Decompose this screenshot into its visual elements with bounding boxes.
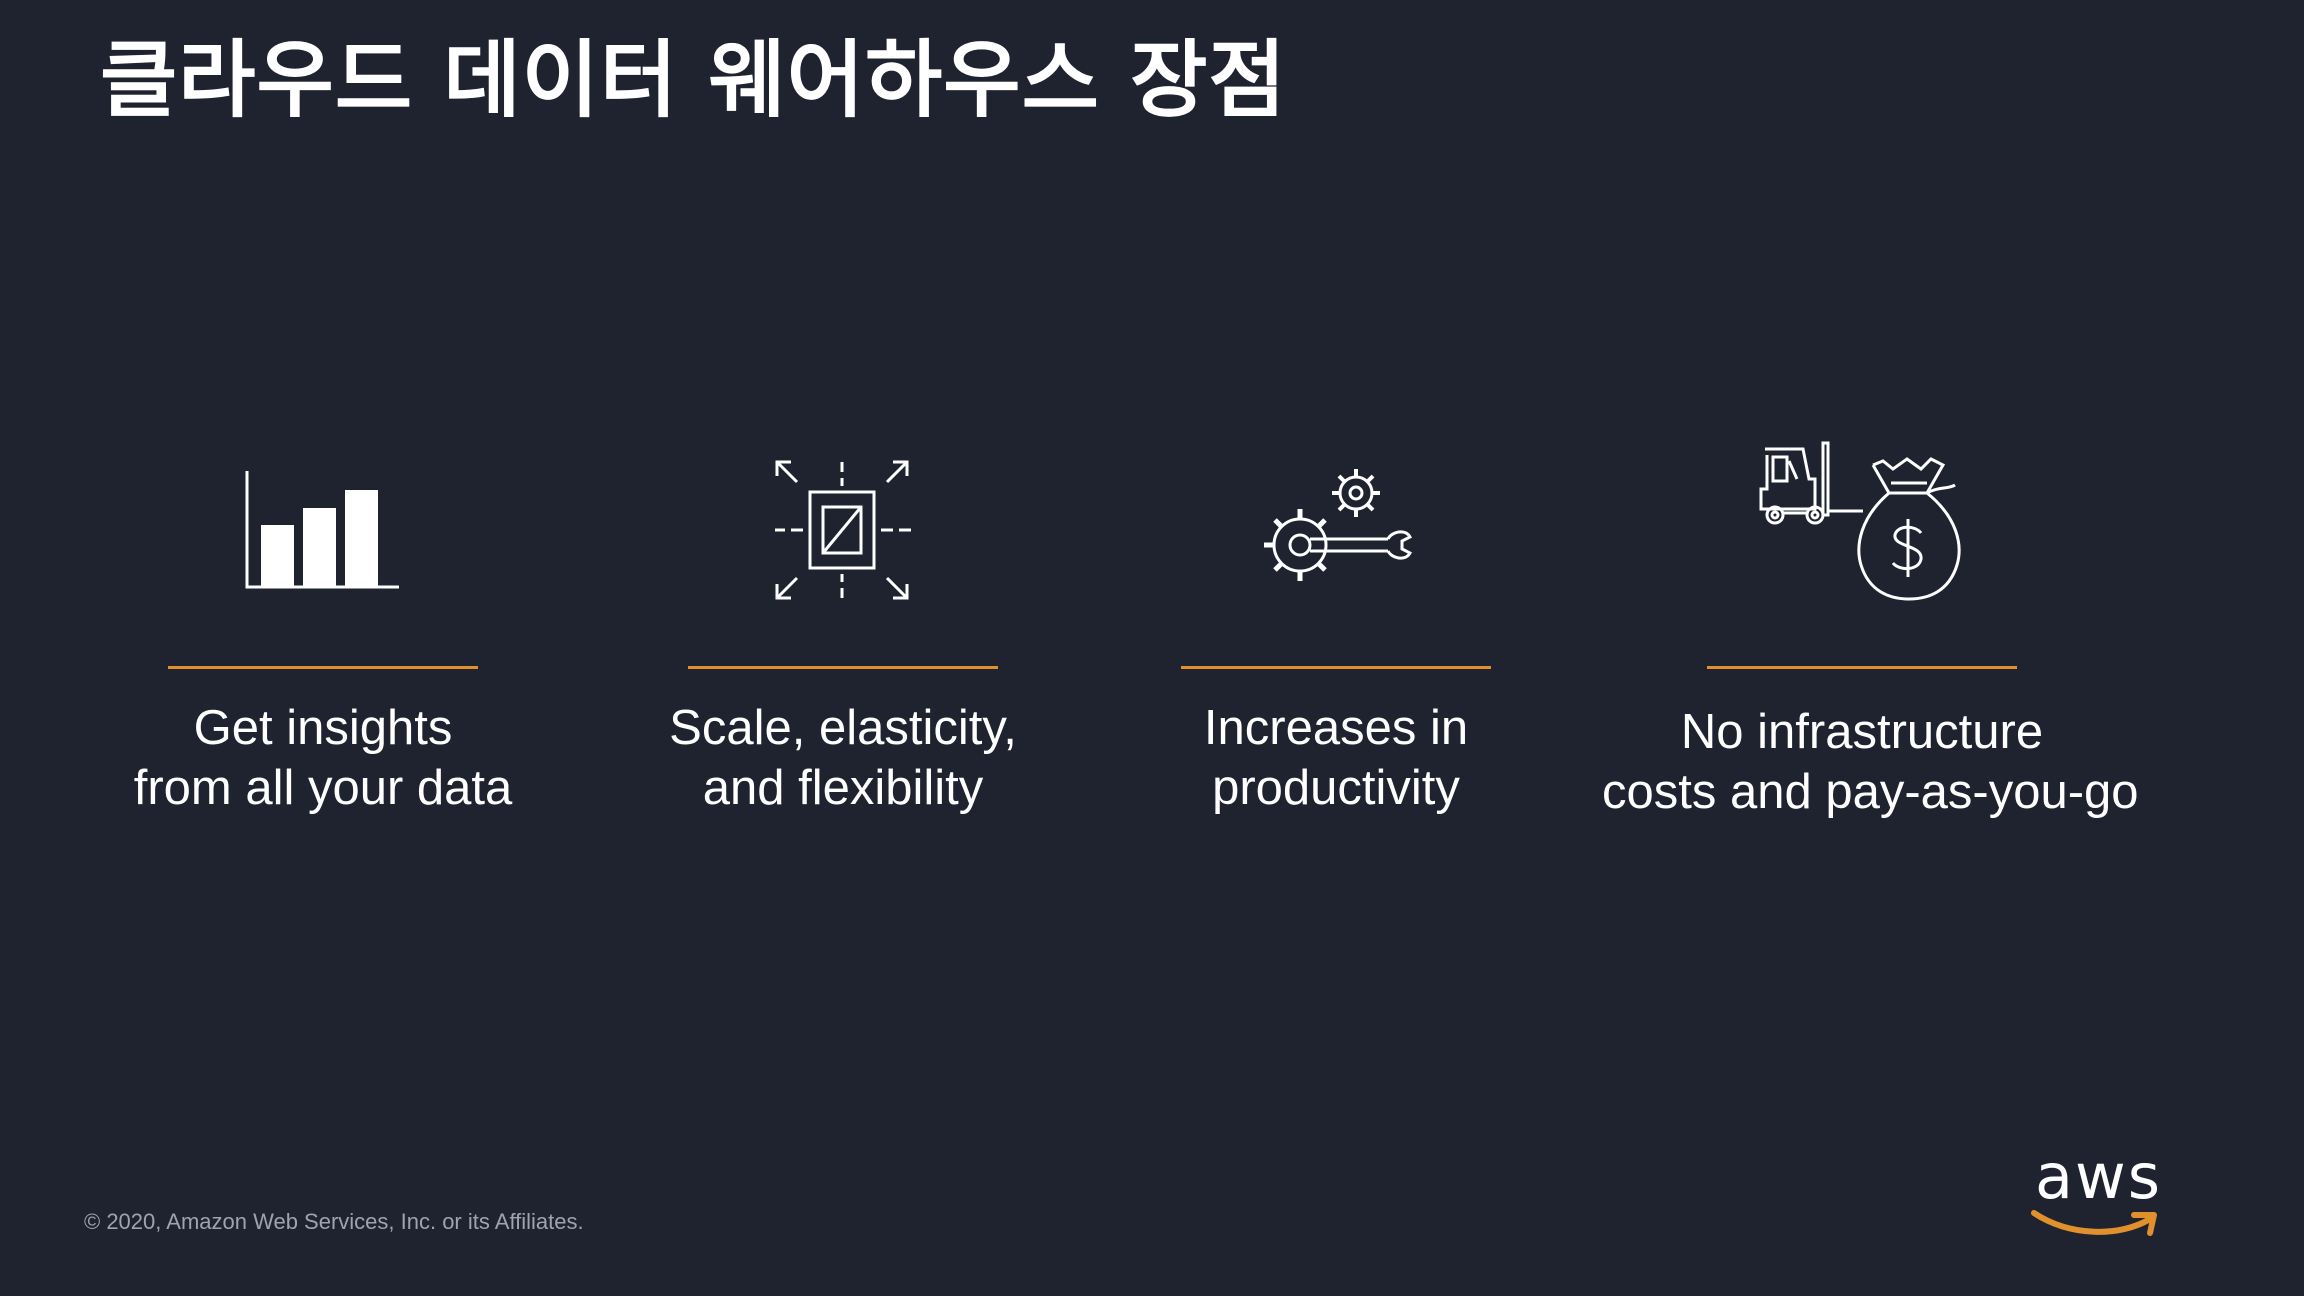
accent-rule xyxy=(168,666,478,669)
accent-rule xyxy=(688,666,998,669)
caption-line-2: costs and pay-as-you-go xyxy=(1602,762,2122,822)
feature-caption: Increases in productivity xyxy=(1076,698,1596,818)
accent-rule xyxy=(1707,666,2017,669)
bar-chart-icon xyxy=(243,465,403,595)
scale-expand-icon xyxy=(773,450,913,610)
feature-productivity: Increases in productivity xyxy=(1076,430,1596,850)
feature-insights: Get insights from all your data xyxy=(63,430,583,850)
forklift-money-bag-icon xyxy=(1757,435,1967,625)
slide-title: 클라우드 데이터 웨어하우스 장점 xyxy=(100,30,1287,130)
feature-no-infrastructure: No infrastructure costs and pay-as-you-g… xyxy=(1602,430,2122,850)
caption-line-2: from all your data xyxy=(63,758,583,818)
feature-caption: No infrastructure costs and pay-as-you-g… xyxy=(1602,702,2122,822)
feature-scale: Scale, elasticity, and flexibility xyxy=(583,430,1103,850)
feature-caption: Scale, elasticity, and flexibility xyxy=(583,698,1103,818)
caption-line-1: Get insights xyxy=(63,698,583,758)
feature-caption: Get insights from all your data xyxy=(63,698,583,818)
aws-logo: aws xyxy=(2030,1145,2170,1245)
gears-wrench-icon xyxy=(1256,455,1416,605)
aws-smile-icon xyxy=(2030,1205,2160,1245)
caption-line-1: Increases in xyxy=(1076,698,1596,758)
copyright-notice: © 2020, Amazon Web Services, Inc. or its… xyxy=(84,1209,584,1235)
caption-line-2: and flexibility xyxy=(583,758,1103,818)
caption-line-1: No infrastructure xyxy=(1602,702,2122,762)
caption-line-1: Scale, elasticity, xyxy=(583,698,1103,758)
caption-line-2: productivity xyxy=(1076,758,1596,818)
accent-rule xyxy=(1181,666,1491,669)
